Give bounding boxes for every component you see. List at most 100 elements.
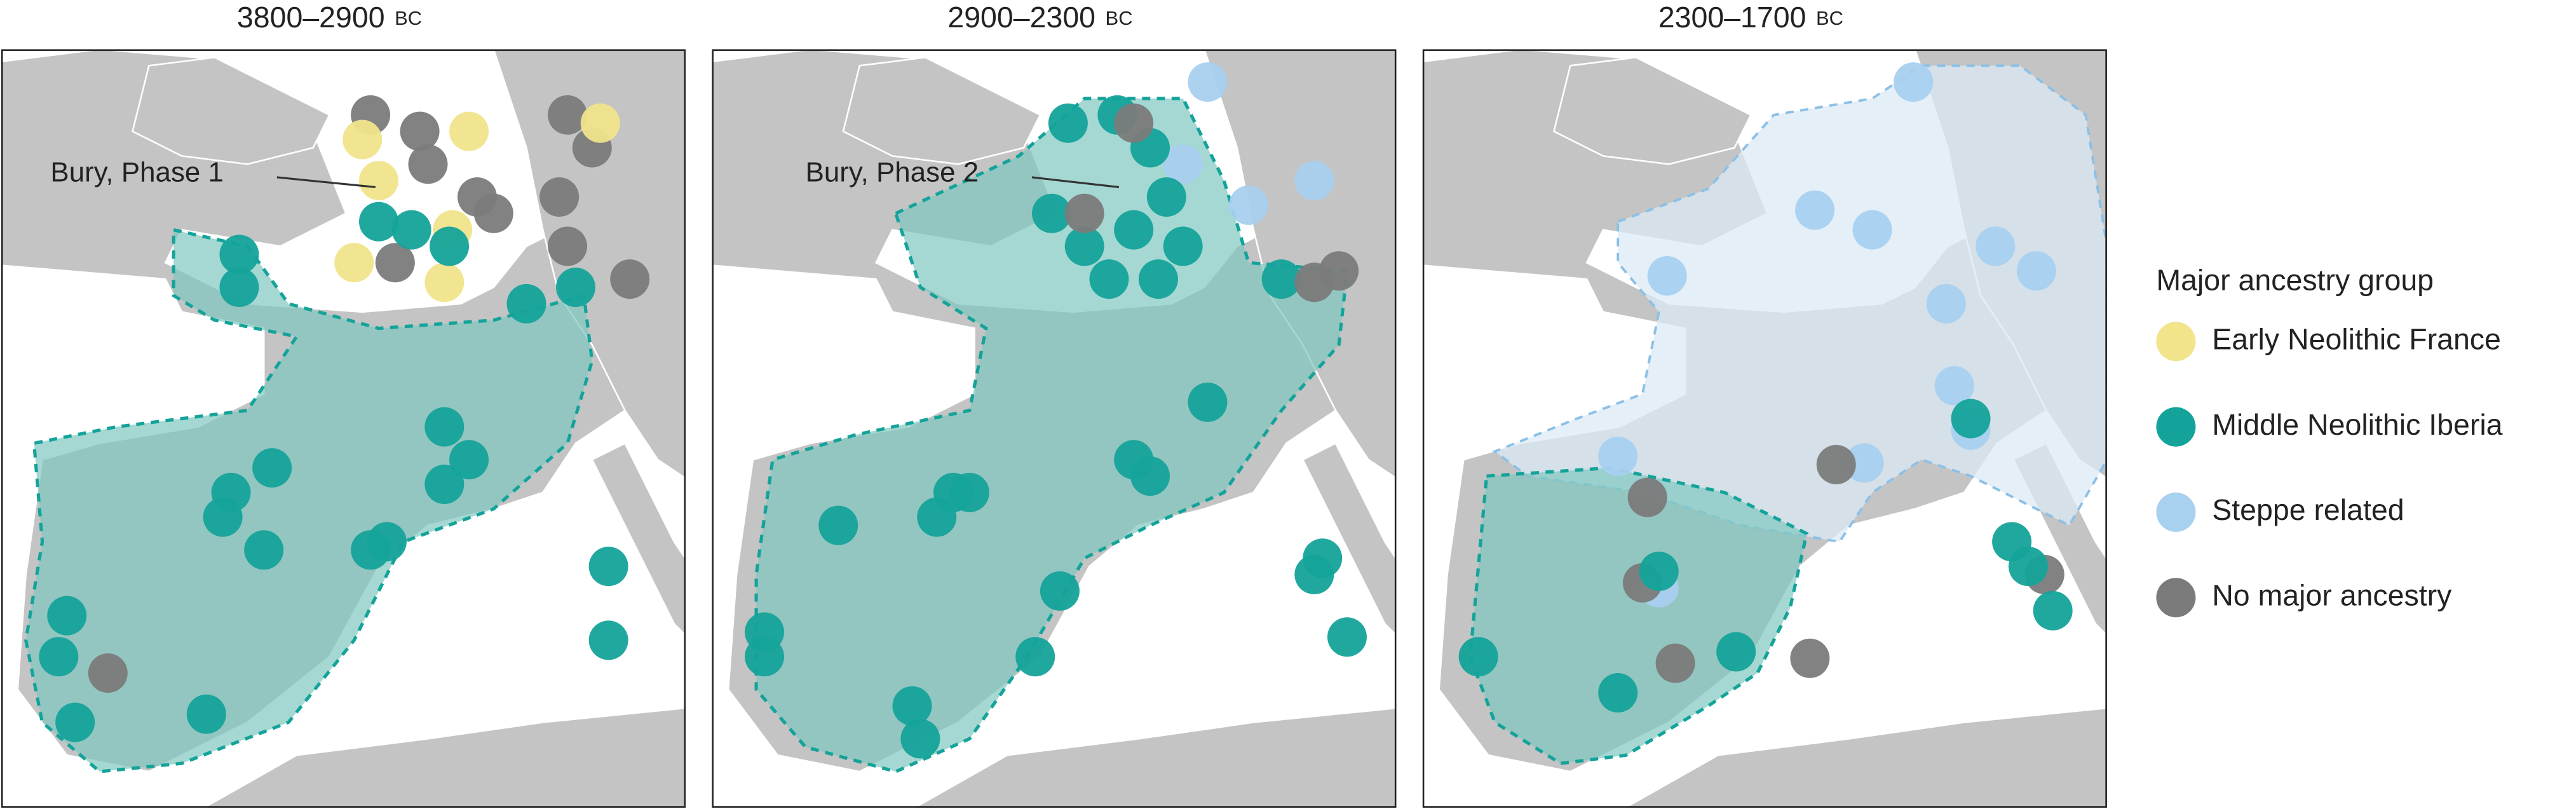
sample-dot <box>1114 210 1154 250</box>
sample-dot <box>1261 259 1301 299</box>
sample-dot <box>351 530 391 570</box>
sample-dot <box>1163 144 1203 184</box>
panel-frame <box>1422 49 2107 808</box>
sample-dot <box>1064 193 1104 233</box>
legend: Major ancestry group Early Neolithic Fra… <box>2156 264 2503 618</box>
sample-dot <box>359 201 399 242</box>
sample-dot <box>1639 551 1679 591</box>
sample-dot <box>1934 366 1974 406</box>
sample-dot <box>555 268 595 308</box>
sample-dot <box>252 448 292 488</box>
sample-dot <box>818 505 858 545</box>
land <box>202 707 686 808</box>
map-panel <box>1 49 686 808</box>
sample-dot <box>1458 637 1498 677</box>
legend-title: Major ancestry group <box>2156 264 2434 297</box>
sample-dot <box>1163 226 1203 266</box>
period: 2300–1700 <box>1658 1 1807 34</box>
sample-dot <box>88 653 128 693</box>
sample-dot <box>359 161 399 201</box>
sample-dot <box>2016 251 2056 291</box>
site-annotation: Bury, Phase 1 <box>50 156 224 187</box>
sample-dot <box>203 497 243 537</box>
sample-dot <box>1188 62 1228 102</box>
sample-dot <box>539 177 580 217</box>
sample-dot <box>1146 177 1186 217</box>
sample-dot <box>1852 210 1892 250</box>
sample-dot <box>424 464 464 504</box>
land <box>1552 57 1752 165</box>
sample-dot <box>1229 185 1269 225</box>
sample-dot <box>219 268 259 308</box>
sample-dot <box>449 111 489 151</box>
map-panel <box>1422 49 2107 808</box>
sample-dot <box>588 620 628 660</box>
sample-dot <box>473 193 513 233</box>
era: BC <box>1106 7 1133 29</box>
legend-swatch <box>2156 492 2196 532</box>
map-panel <box>712 49 1397 808</box>
sample-dot <box>2033 590 2073 630</box>
sample-dot <box>391 210 431 250</box>
iberia-zone <box>24 228 594 774</box>
sample-dot <box>1627 477 1667 517</box>
sample-dot <box>424 262 464 303</box>
land <box>1301 442 1397 637</box>
sample-dot <box>1064 226 1104 266</box>
sample-dot <box>1647 256 1687 296</box>
site-annotation: Bury, Phase 2 <box>806 156 979 187</box>
sample-dot <box>900 719 940 759</box>
sample-dot <box>1130 456 1170 496</box>
sample-dot <box>47 596 87 636</box>
land <box>132 57 331 165</box>
sample-dot <box>186 694 226 734</box>
legend-swatch <box>2156 578 2196 618</box>
sample-dot <box>408 144 448 184</box>
sample-dot <box>548 226 588 266</box>
land <box>842 57 1041 165</box>
panel-frame <box>1 49 686 808</box>
sample-dot <box>55 702 95 742</box>
land <box>912 707 1397 808</box>
period: 3800–2900 <box>237 1 385 34</box>
sample-dot <box>1816 444 1856 484</box>
sample-dot <box>449 440 489 480</box>
panel-title: 3800–2900 BC <box>237 1 422 34</box>
sample-dot <box>1040 571 1080 611</box>
sample-dot <box>424 407 464 447</box>
era: BC <box>395 7 422 29</box>
sample-dot <box>2008 547 2048 587</box>
sample-dot <box>1655 643 1695 683</box>
sample-dot <box>745 637 785 677</box>
legend-label: Steppe related <box>2212 493 2404 526</box>
sample-dot <box>1716 632 1756 672</box>
sample-dot <box>1951 399 1991 439</box>
sample-dot <box>1795 190 1835 230</box>
era: BC <box>1816 7 1843 29</box>
legend-label: Early Neolithic France <box>2212 323 2501 356</box>
sample-dot <box>506 283 546 324</box>
sample-dot <box>244 530 284 570</box>
sample-dot <box>1319 251 1359 291</box>
sample-dot <box>580 103 620 143</box>
sample-dot <box>334 243 374 283</box>
land <box>492 49 686 480</box>
sample-dot <box>1294 555 1334 595</box>
land <box>591 442 686 637</box>
panel-title: 2300–1700 BC <box>1658 1 1843 34</box>
sample-dot <box>892 686 932 726</box>
iberia-zone <box>1468 466 1809 765</box>
sample-dot <box>1894 62 1934 102</box>
sample-dot <box>1327 617 1367 657</box>
sample-dot <box>548 95 588 135</box>
legend-label: No major ancestry <box>2212 578 2452 611</box>
legend-label: Middle Neolithic Iberia <box>2212 408 2502 441</box>
legend-swatch <box>2156 322 2196 362</box>
sample-dot <box>375 243 415 283</box>
sample-dot <box>917 497 957 537</box>
legend-swatch <box>2156 407 2196 447</box>
panel-title: 2900–2300 BC <box>947 1 1132 34</box>
sample-dot <box>1114 103 1154 143</box>
land <box>1624 707 2107 808</box>
